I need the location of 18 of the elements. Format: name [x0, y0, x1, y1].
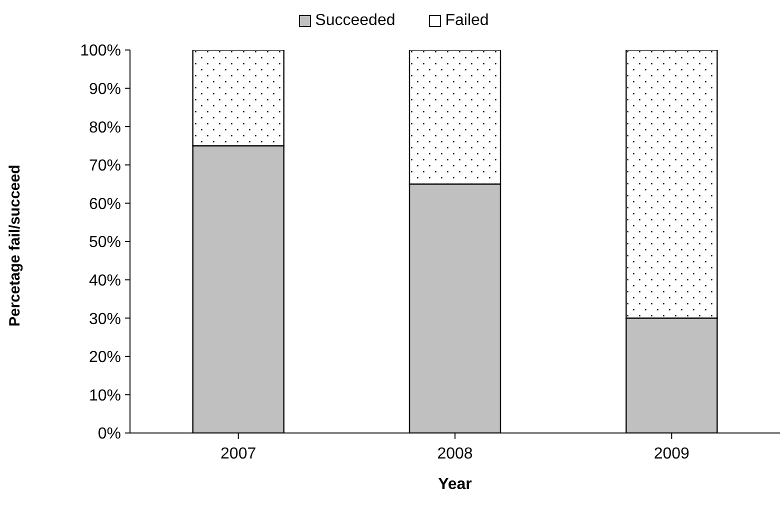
y-tick-label: 30% [88, 310, 121, 328]
y-tick-label: 50% [88, 234, 121, 252]
x-tick-label: 2009 [654, 445, 690, 462]
y-tick-label: 70% [88, 158, 121, 175]
legend-label: Failed [444, 12, 489, 30]
y-tick-label: 20% [88, 349, 121, 366]
x-axis-title: Year [438, 476, 472, 493]
legend-label: Succeeded [314, 12, 396, 30]
y-tick-label: 90% [88, 80, 121, 98]
y-tick-label: 40% [88, 272, 121, 290]
y-tick-label: 0% [98, 426, 121, 443]
x-tick-label: 2008 [437, 445, 473, 462]
y-axis-title: Percetage fail/succeed [6, 164, 24, 326]
y-tick-label: 100% [80, 42, 121, 60]
y-tick-label: 10% [88, 387, 121, 404]
y-tick-label: 60% [88, 196, 121, 213]
y-tick-label: 80% [88, 119, 121, 136]
x-tick-label: 2007 [220, 445, 256, 462]
